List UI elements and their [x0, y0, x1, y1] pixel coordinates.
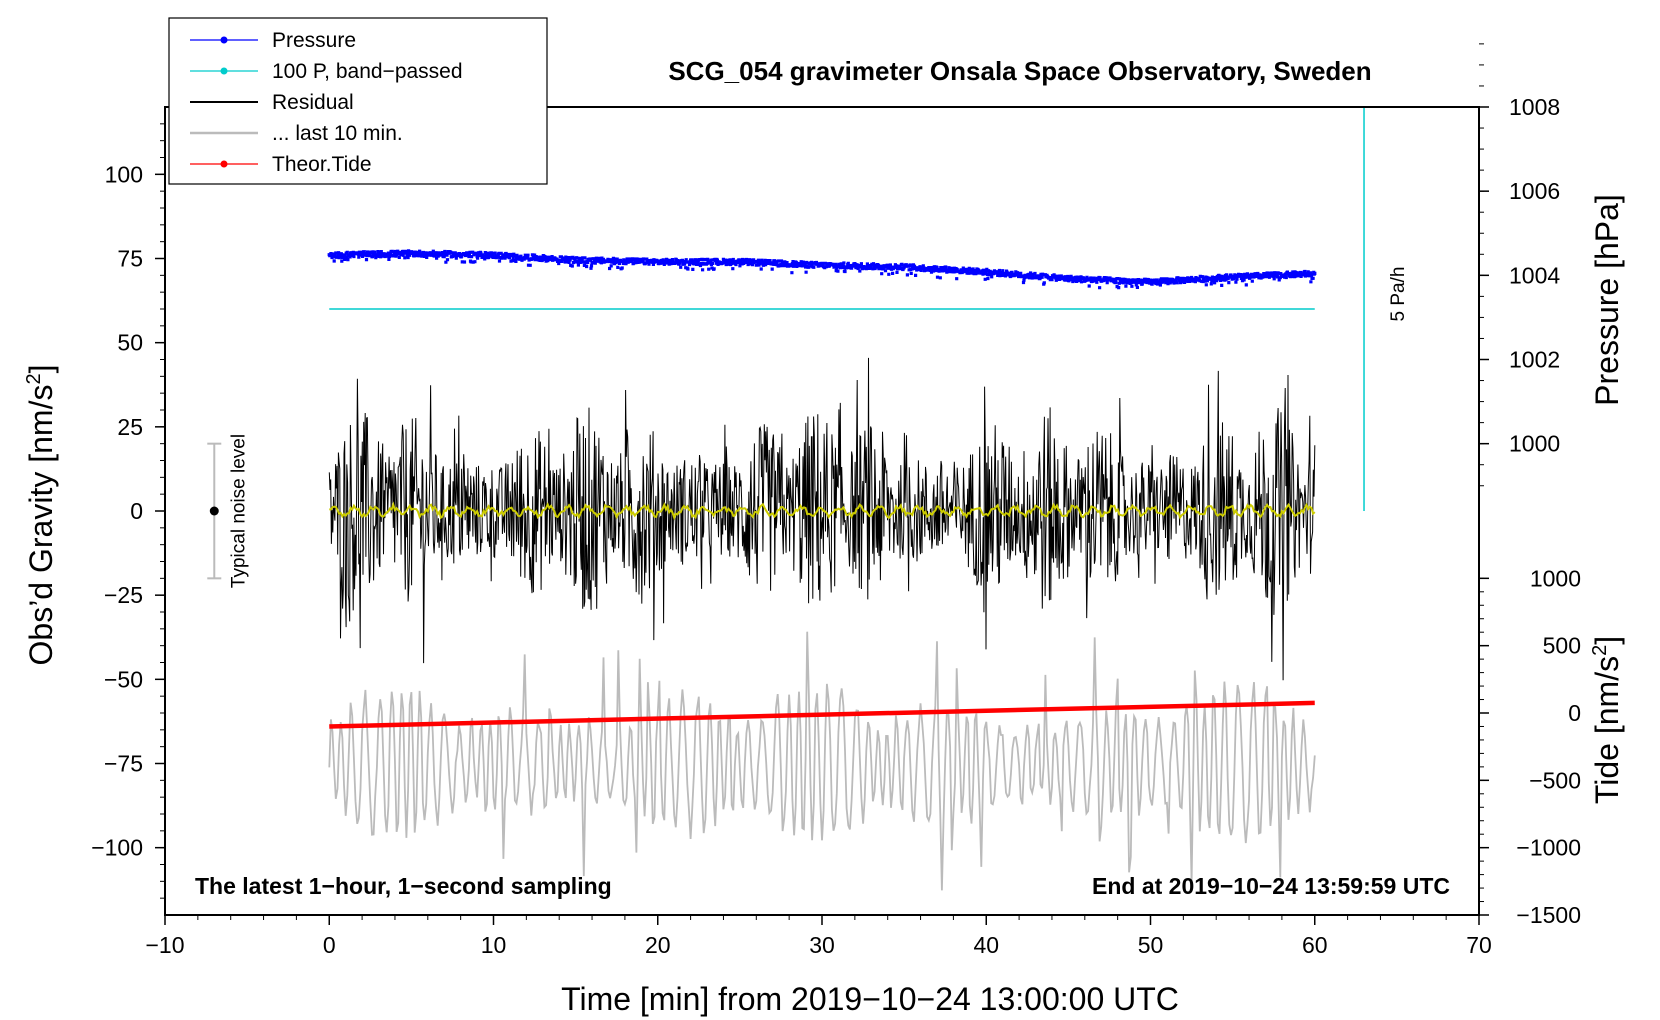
- pressure-tick-label: 1008: [1509, 94, 1560, 120]
- series-residual: [328, 357, 1316, 681]
- pressure-tick-label: 1002: [1509, 347, 1560, 373]
- x-tick-label: 40: [973, 932, 999, 958]
- legend-label: Theor.Tide: [272, 153, 372, 176]
- x-tick-label: −10: [145, 932, 184, 958]
- noise-bar-center: [209, 506, 219, 516]
- x-tick-label: 70: [1466, 932, 1492, 958]
- y-left-tick-label: 25: [117, 414, 143, 440]
- x-tick-label: 20: [645, 932, 671, 958]
- y-left-tick-label: 50: [117, 330, 143, 356]
- y-axis-left-title: Obs’d Gravity [nm/s2]: [23, 365, 59, 666]
- legend-label: ... last 10 min.: [272, 122, 403, 145]
- noise-bar-label: Typical noise level: [228, 434, 249, 588]
- legend-marker: [220, 36, 228, 44]
- tide-tick-label: 0: [1568, 700, 1581, 726]
- x-tick-label: 60: [1302, 932, 1328, 958]
- pressure-tick-label: 1004: [1509, 262, 1560, 288]
- legend: Pressure 100 P, band−passed Residual ... la…: [168, 17, 548, 185]
- legend-marker: [220, 67, 228, 75]
- series-theor-tide: [329, 700, 1315, 729]
- data-layer: [327, 107, 1365, 891]
- legend-label: Pressure: [272, 29, 356, 52]
- y-left-tick-label: −100: [91, 835, 143, 861]
- x-tick-label: 30: [809, 932, 835, 958]
- legend-label: Residual: [272, 91, 354, 114]
- x-tick-label: 10: [481, 932, 507, 958]
- footer-left-text: The latest 1−hour, 1−second sampling: [195, 873, 612, 899]
- y-left-tick-label: 75: [117, 246, 143, 272]
- y-left-tick-label: −25: [104, 582, 143, 608]
- series-residual-smoothed: [329, 501, 1316, 521]
- chart-title: SCG_054 gravimeter Onsala Space Observat…: [668, 56, 1371, 86]
- legend-label: 100 P, band−passed: [272, 60, 463, 83]
- y-left-tick-label: −75: [104, 751, 143, 777]
- y-left-tick-label: −50: [104, 666, 143, 692]
- y-left-tick-label: 100: [105, 161, 143, 187]
- tide-axis-title: Tide [nm/s2]: [1589, 636, 1625, 804]
- footer-right-text: End at 2019−10−24 13:59:59 UTC: [1092, 873, 1450, 899]
- tide-tick-label: −1000: [1516, 835, 1581, 861]
- x-tick-label: 50: [1138, 932, 1164, 958]
- pressure-axis-title: Pressure [hPa]: [1589, 194, 1625, 406]
- tide-tick-label: −1500: [1516, 902, 1581, 928]
- x-tick-label: 0: [323, 932, 336, 958]
- y-left-tick-label: 0: [130, 498, 143, 524]
- tide-tick-label: 500: [1543, 633, 1581, 659]
- legend-marker: [220, 160, 228, 168]
- x-axis-title: Time [min] from 2019−10−24 13:00:00 UTC: [561, 981, 1179, 1017]
- rate-line-label: 5 Pa/h: [1388, 267, 1409, 322]
- tide-tick-label: 1000: [1530, 565, 1581, 591]
- pressure-tick-label: 1006: [1509, 178, 1560, 204]
- series-last-10-min: [328, 631, 1316, 891]
- tide-tick-label: −500: [1529, 767, 1581, 793]
- series-pressure: [327, 249, 1317, 290]
- pressure-tick-label: 1000: [1509, 431, 1560, 457]
